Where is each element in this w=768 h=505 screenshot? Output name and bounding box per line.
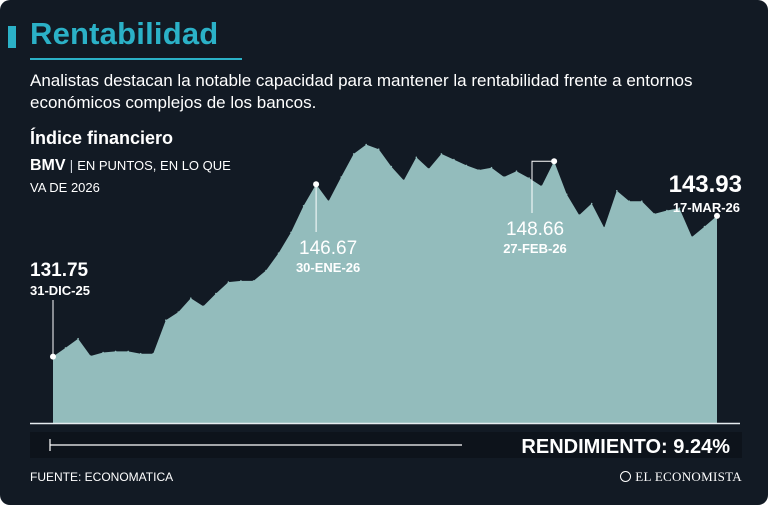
series-area	[53, 144, 717, 423]
data-point	[102, 351, 104, 354]
annotation-value-end: 143.93	[669, 171, 742, 198]
data-point	[165, 319, 167, 322]
data-point	[64, 347, 67, 349]
data-point	[641, 200, 643, 202]
data-point	[503, 176, 505, 178]
data-point	[340, 176, 343, 178]
data-point	[515, 170, 518, 172]
page-title: Rentabilidad	[30, 16, 219, 51]
data-point	[377, 148, 380, 150]
summary-value: RENDIMIENTO: 9.24%	[521, 436, 730, 458]
data-point	[265, 269, 267, 272]
data-point	[89, 355, 92, 357]
data-point	[152, 352, 154, 355]
data-point	[465, 164, 468, 167]
data-point	[428, 168, 430, 170]
data-point	[77, 337, 79, 340]
data-point	[327, 200, 330, 202]
data-point	[403, 179, 405, 182]
data-point	[703, 225, 706, 228]
data-point	[528, 177, 530, 179]
data-point	[127, 350, 129, 353]
subtitle: Analistas destacan la notable capacidad …	[30, 71, 693, 112]
annotation-dot-start	[50, 353, 56, 360]
brand-logo: EL ECONOMISTA	[620, 469, 742, 485]
annotation-date-start: 31-DIC-25	[30, 283, 90, 298]
data-point	[352, 153, 355, 155]
data-point	[440, 153, 443, 155]
data-point	[540, 185, 543, 187]
data-point	[565, 193, 568, 196]
annotation-date-feb: 27-FEB-26	[503, 241, 567, 256]
data-point	[616, 190, 618, 192]
chart-description: BMV | EN PUNTOS, EN LO QUE VA DE 2026	[30, 154, 240, 199]
data-point	[628, 200, 631, 202]
annotation-date-jan: 30-ENE-26	[296, 260, 360, 275]
data-point	[365, 143, 368, 146]
data-point	[666, 209, 668, 212]
data-point	[290, 231, 292, 234]
title-underline	[30, 58, 242, 60]
data-point	[114, 350, 117, 353]
annotation-dot-feb	[551, 158, 558, 165]
data-point	[390, 165, 393, 168]
data-point	[240, 280, 242, 282]
data-point	[590, 202, 593, 205]
data-point	[653, 213, 656, 215]
data-point	[227, 281, 230, 283]
data-point	[177, 311, 180, 313]
data-point	[603, 227, 605, 229]
chart-units: EN PUNTOS, EN LO QUE VA DE 2026	[30, 158, 231, 195]
chart-title: Índice financiero	[30, 128, 174, 148]
logo-icon	[620, 471, 632, 482]
data-point	[478, 169, 480, 171]
brand-name: EL ECONOMISTA	[635, 469, 742, 484]
annotation-value-start: 131.75	[30, 260, 89, 281]
data-point	[490, 166, 493, 169]
source-note: FUENTE: ECONOMATICA	[30, 470, 174, 484]
data-point	[415, 156, 418, 159]
data-point	[215, 292, 217, 295]
data-point	[453, 158, 455, 161]
data-point	[277, 252, 280, 254]
data-point	[190, 297, 192, 300]
annotation-value-jan: 146.67	[299, 238, 357, 259]
data-point	[139, 352, 142, 355]
index-name: BMV	[30, 157, 66, 174]
data-point	[691, 236, 693, 238]
data-point	[252, 280, 255, 282]
data-point	[302, 205, 305, 207]
data-point	[202, 305, 205, 308]
annotation-value-feb: 148.66	[506, 219, 564, 240]
annotation-date-end: 17-MAR-26	[673, 200, 740, 215]
data-point	[678, 207, 681, 209]
annotation-leader-feb	[531, 160, 553, 213]
data-point	[578, 214, 580, 216]
separator: |	[69, 157, 74, 173]
title-accent-bar	[8, 26, 16, 48]
